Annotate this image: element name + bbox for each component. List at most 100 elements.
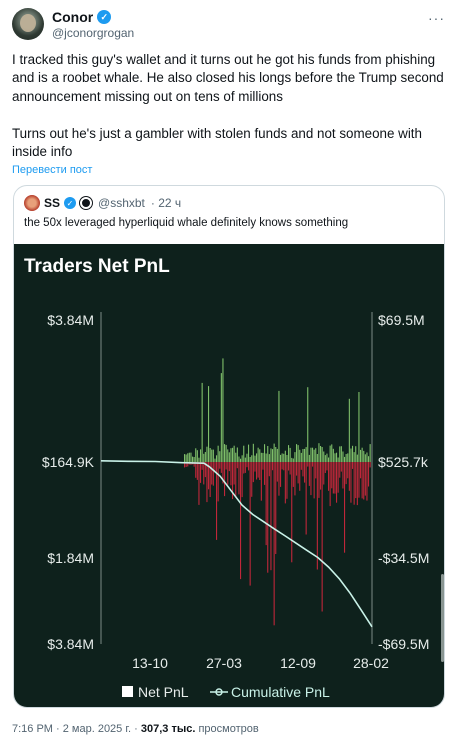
net-pnl-bar-negative <box>252 462 254 483</box>
x-tick-label: 27-03 <box>206 655 242 671</box>
net-pnl-bar-negative <box>278 462 280 496</box>
net-pnl-bar-positive <box>355 446 357 462</box>
net-pnl-bar-negative <box>334 462 336 494</box>
net-pnl-bar-positive <box>251 455 253 462</box>
net-pnl-bar-positive <box>243 445 245 462</box>
net-pnl-bar-negative <box>259 462 261 480</box>
net-pnl-bar-positive <box>257 447 259 462</box>
net-pnl-bar-negative <box>321 462 323 612</box>
net-pnl-bar-positive <box>300 452 302 462</box>
net-pnl-bar-negative <box>206 462 208 503</box>
net-pnl-bar-negative <box>310 462 312 496</box>
net-pnl-bar-negative <box>292 462 294 487</box>
net-pnl-bar-positive <box>224 444 226 462</box>
net-pnl-bar-positive <box>318 443 320 462</box>
net-pnl-bar-positive <box>201 382 203 462</box>
net-pnl-bar-negative <box>246 462 248 468</box>
net-pnl-bar-negative <box>361 462 363 499</box>
net-pnl-bar-negative <box>356 462 358 506</box>
net-pnl-bar-negative <box>219 462 221 469</box>
net-pnl-bar-negative <box>360 462 362 479</box>
net-pnl-bar-negative <box>364 462 366 496</box>
views-label: просмотров <box>195 723 259 735</box>
net-pnl-bar-negative <box>355 462 357 499</box>
net-pnl-bar-negative <box>348 462 350 491</box>
net-pnl-bar-negative <box>286 462 288 499</box>
net-pnl-bar-negative <box>307 462 309 467</box>
net-pnl-bar-negative <box>323 462 325 485</box>
net-pnl-bar-negative <box>212 462 214 486</box>
view-count: 307,3 тыс. <box>140 723 196 735</box>
net-pnl-bar-positive <box>185 454 187 462</box>
net-pnl-bar-negative <box>315 462 317 479</box>
tweet-footer: 7:16 PM · 2 мар. 2025 г. · 307,3 тыс. пр… <box>12 723 259 735</box>
net-pnl-bar-positive <box>203 453 205 462</box>
net-pnl-bar-positive <box>310 447 312 462</box>
net-pnl-bar-positive <box>369 444 371 462</box>
net-pnl-bar-negative <box>211 462 213 485</box>
net-pnl-bar-negative <box>302 462 304 477</box>
net-pnl-bar-negative <box>208 462 210 490</box>
chart-scrollbar <box>441 574 444 662</box>
net-pnl-bar-negative <box>217 462 219 502</box>
author-name-line[interactable]: Conor ✓ <box>52 9 112 25</box>
y-right-tick-label: -$69.5M <box>378 636 429 652</box>
translate-post-link[interactable]: Перевести пост <box>12 164 93 176</box>
x-tick-label: 12-09 <box>280 655 316 671</box>
net-pnl-bar-positive <box>228 452 230 462</box>
net-pnl-bar-negative <box>339 462 341 478</box>
more-options-icon[interactable]: ··· <box>428 10 445 26</box>
net-pnl-bar-negative <box>262 462 264 470</box>
net-pnl-bar-negative <box>236 462 238 469</box>
y-left-tick-label: $3.84M <box>47 636 94 652</box>
net-pnl-bar-negative <box>273 462 275 626</box>
net-pnl-bar-positive <box>308 454 310 462</box>
net-pnl-bar-negative <box>332 462 334 494</box>
net-pnl-bar-positive <box>206 446 208 462</box>
net-pnl-bar-positive <box>198 457 200 462</box>
net-pnl-bar-negative <box>230 462 232 486</box>
net-pnl-bar-negative <box>324 462 326 473</box>
net-pnl-bar-negative <box>328 462 330 491</box>
net-pnl-bar-positive <box>240 458 242 462</box>
net-pnl-bar-negative <box>331 462 333 489</box>
net-pnl-bar-positive <box>260 452 262 462</box>
net-pnl-bar-positive <box>326 453 328 462</box>
net-pnl-bar-positive <box>320 446 322 462</box>
net-pnl-bar-negative <box>297 462 299 484</box>
net-pnl-bar-negative <box>288 462 290 471</box>
net-pnl-bar-positive <box>204 452 206 462</box>
net-pnl-bar-negative <box>243 462 245 474</box>
net-pnl-bar-positive <box>368 456 370 462</box>
net-pnl-bar-positive <box>264 444 266 462</box>
author-avatar[interactable] <box>12 8 44 40</box>
net-pnl-bar-negative <box>203 462 205 485</box>
net-pnl-bar-positive <box>259 449 261 462</box>
net-pnl-bar-positive <box>321 447 323 462</box>
net-pnl-bar-positive <box>323 451 325 462</box>
net-pnl-bar-positive <box>331 444 333 462</box>
net-pnl-bar-positive <box>216 455 218 462</box>
net-pnl-bar-negative <box>345 462 347 485</box>
pnl-chart-image[interactable]: Traders Net PnL $3.84M $164.9K $1.84M $3.84M… <box>14 244 444 707</box>
net-pnl-bar-positive <box>312 447 314 462</box>
net-pnl-bar-negative <box>233 462 235 485</box>
net-pnl-bar-positive <box>275 447 277 462</box>
net-pnl-bar-positive <box>278 390 280 462</box>
net-pnl-bar-positive <box>248 444 250 462</box>
net-pnl-bar-positive <box>284 450 286 462</box>
net-pnl-bar-positive <box>256 453 258 462</box>
net-pnl-bar-positive <box>286 455 288 462</box>
tweet-timestamp[interactable]: 7:16 PM · 2 мар. 2025 г. · <box>12 723 141 735</box>
author-handle[interactable]: @jconorgrogan <box>52 26 135 40</box>
net-pnl-bar-positive <box>276 448 278 462</box>
net-pnl-bar-negative <box>201 462 203 470</box>
net-pnl-bar-positive <box>208 386 210 462</box>
quoted-tweet[interactable]: SS ✓ @sshxbt · 22 ч the 50x leveraged hy… <box>13 185 445 708</box>
net-pnl-bar-positive <box>252 443 254 462</box>
net-pnl-bar-negative <box>196 462 198 480</box>
net-pnl-bar-positive <box>236 447 238 462</box>
author-name[interactable]: Conor <box>52 9 94 25</box>
net-pnl-bar-positive <box>233 445 235 462</box>
net-pnl-bar-negative <box>222 462 224 484</box>
